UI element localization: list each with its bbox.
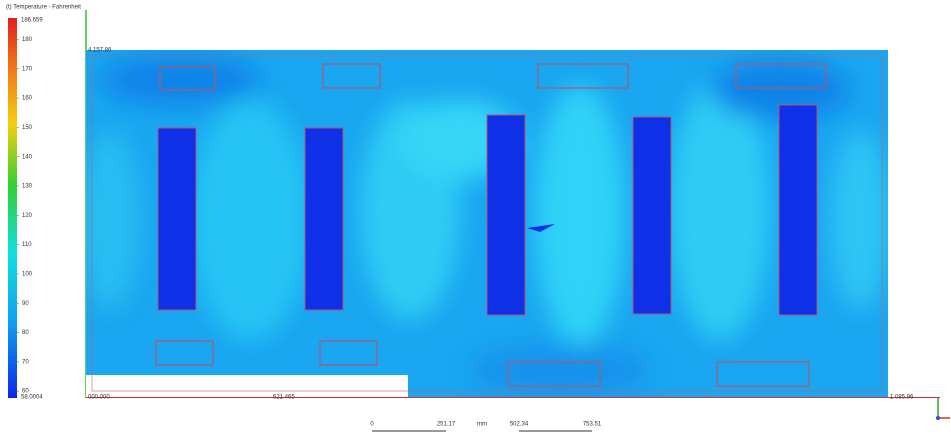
scale-label: 753.51 bbox=[583, 422, 602, 428]
dimension-label: 4 157.86 bbox=[88, 48, 112, 54]
tick-label: 160 bbox=[22, 96, 33, 102]
rack bbox=[487, 115, 525, 315]
dimension-label: 1 085.96 bbox=[890, 395, 914, 401]
tick-label: 150 bbox=[22, 125, 33, 131]
rack bbox=[305, 128, 343, 310]
tick-label: 140 bbox=[22, 154, 33, 160]
tick-label: 70 bbox=[22, 359, 29, 365]
legend-min: 58.0004 bbox=[21, 395, 43, 401]
scale-label: 251.17 bbox=[437, 422, 456, 428]
tick-label: 130 bbox=[22, 184, 33, 190]
temperature-field bbox=[80, 50, 890, 397]
tick-label: 180 bbox=[22, 37, 33, 43]
tick-label: 110 bbox=[22, 242, 32, 248]
tick-label: 170 bbox=[22, 66, 33, 72]
axis-triad bbox=[936, 398, 950, 420]
tick-label: 100 bbox=[22, 272, 33, 278]
simulation-view: (t) Temperature - Fahrenheit 186.659 58.… bbox=[0, 0, 951, 432]
scale-label: 502.34 bbox=[510, 422, 529, 428]
tick-label: 60 bbox=[22, 389, 29, 395]
dimension-label: 621.465 bbox=[273, 395, 295, 401]
rack bbox=[158, 128, 196, 310]
rack bbox=[633, 117, 671, 314]
legend-ticks: 180 170 160 150 140 130 120 110 100 90 80 70 60 bbox=[17, 37, 33, 395]
color-bar bbox=[8, 18, 17, 398]
scale-label: 0 bbox=[370, 422, 374, 428]
tick-label: 80 bbox=[22, 330, 29, 336]
dimension-label: 000.000 bbox=[88, 395, 110, 401]
cutout bbox=[86, 375, 408, 397]
tick-label: 90 bbox=[22, 301, 29, 307]
legend-title: (t) Temperature - Fahrenheit bbox=[6, 5, 81, 11]
tick-label: 120 bbox=[22, 213, 33, 219]
legend-max: 186.659 bbox=[21, 18, 43, 24]
rack bbox=[779, 105, 817, 315]
scale-label: mm bbox=[477, 422, 487, 428]
